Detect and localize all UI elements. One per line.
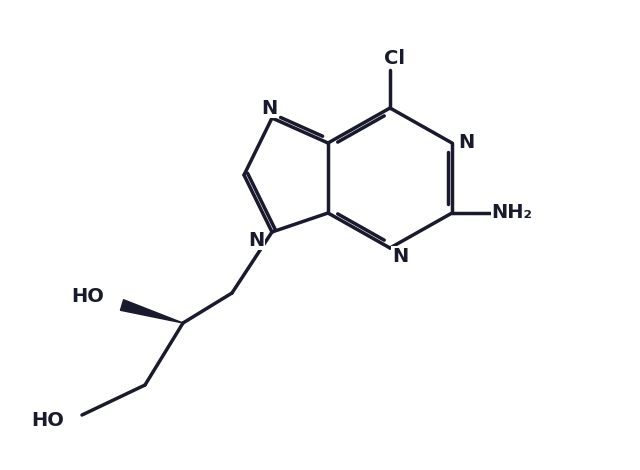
Text: N: N [261,99,277,118]
Polygon shape [120,300,183,323]
Text: HO: HO [71,288,104,306]
Text: N: N [392,246,408,266]
Text: Cl: Cl [383,48,404,68]
Text: N: N [248,230,264,250]
Text: HO: HO [31,412,64,431]
Text: N: N [458,133,474,152]
Text: NH₂: NH₂ [492,204,532,222]
